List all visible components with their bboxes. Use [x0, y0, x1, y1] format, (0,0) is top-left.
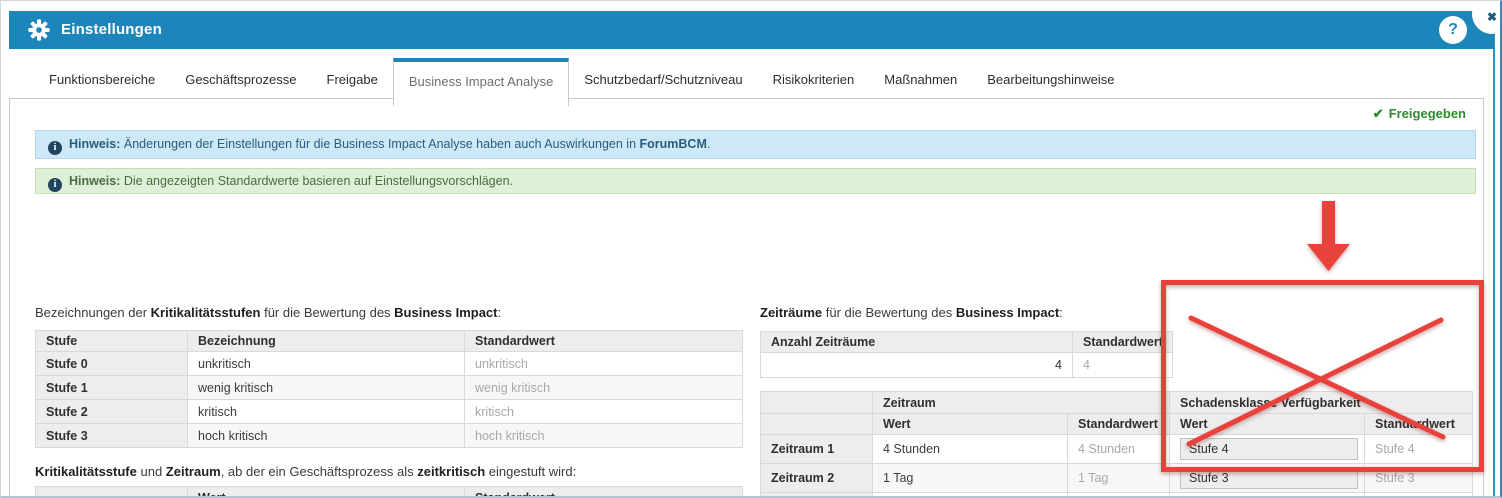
table-row: 4 4 [760, 352, 1173, 378]
info-icon: i [48, 178, 62, 192]
hint-text: Änderungen der Einstellungen für die Bus… [120, 137, 640, 151]
criticality-levels-table: Stufe Bezeichnung Standardwert Stufe 0 u… [35, 330, 743, 448]
column-header [35, 486, 188, 496]
section-title-zeitraeume: Zeiträume für die Bewertung des Business… [760, 305, 1063, 320]
tab-geschaeftsprozesse[interactable]: Geschäftsprozesse [185, 72, 297, 87]
help-button[interactable]: ? [1439, 16, 1467, 44]
tab-massnahmen[interactable]: Maßnahmen [884, 72, 958, 87]
tab-schutzbedarf-schutzniveau[interactable]: Schutzbedarf/Schutzniveau [584, 72, 743, 87]
period-count-table: Anzahl Zeiträume Standardwert 4 4 [760, 331, 1173, 378]
column-header: Standardwert [1066, 413, 1171, 435]
row-label: Stufe 3 [35, 423, 188, 448]
table-row: Stufe 2 kritisch kritisch [35, 399, 743, 424]
window-title: Einstellungen [61, 21, 162, 38]
default-value: hoch kritisch [464, 423, 743, 448]
bezeichnung-value[interactable]: hoch kritisch [187, 423, 465, 448]
group-header-zeitraum: Zeitraum [871, 391, 1171, 414]
bezeichnung-value[interactable]: unkritisch [187, 351, 465, 376]
column-header: Standardwert [1364, 413, 1474, 435]
periods-table: Zeitraum Schadensklasse Verfügbarkeit We… [760, 391, 1474, 496]
check-icon: ✔ [1372, 106, 1384, 121]
bezeichnung-value[interactable]: wenig kritisch [187, 375, 465, 400]
default-value: wenig kritisch [464, 375, 743, 400]
section-title-kritikalitaetsstufen: Bezeichnungen der Kritikalitätsstufen fü… [35, 305, 502, 320]
hint-text: Die angezeigten Standardwerte basieren a… [120, 174, 514, 188]
row-label: Zeitraum 3 [760, 492, 873, 496]
hint-bold-forumbcm: ForumBCM [639, 137, 707, 151]
empty-header [760, 391, 873, 414]
left-column: Bezeichnungen der Kritikalitätsstufen fü… [35, 296, 743, 496]
zeitraum-wert[interactable]: 4 Stunden [872, 434, 1068, 464]
column-header: Standardwert [1072, 331, 1173, 353]
time-critical-table: Wert Standardwert Stufe Stufe 2 bei Zeit… [35, 486, 743, 496]
column-header: Anzahl Zeiträume [760, 331, 1073, 353]
sk-wert-input-1[interactable] [1180, 438, 1359, 460]
column-header: Standardwert [464, 486, 743, 496]
default-value: unkritisch [464, 351, 743, 376]
table-row: Zeitraum 1 4 Stunden 4 Stunden Stufe 4 [760, 434, 1474, 464]
zeitraum-wert[interactable]: 1 Tag [872, 463, 1068, 493]
default-value: Stufe 2 [1364, 492, 1474, 496]
tab-bar: Funktionsbereiche Geschäftsprozesse Frei… [9, 58, 1483, 106]
default-value: 1 Tag [1066, 463, 1171, 493]
tab-bearbeitungshinweise[interactable]: Bearbeitungshinweise [987, 72, 1115, 87]
row-label: Stufe 0 [35, 351, 188, 376]
default-value: 2 Tage [1066, 492, 1171, 496]
question-icon: ? [1448, 21, 1458, 38]
row-label: Stufe 1 [35, 375, 188, 400]
row-label: Zeitraum 1 [760, 434, 873, 464]
default-value: 4 Stunden [1066, 434, 1171, 464]
tab-funktionsbereiche[interactable]: Funktionsbereiche [49, 72, 156, 87]
window-border-line [1493, 1, 1495, 496]
close-icon: ✖ [1486, 10, 1498, 24]
zeitraum-wert[interactable]: 2 Tage [872, 492, 1068, 496]
empty-header [760, 413, 873, 435]
column-header: Wert [187, 486, 465, 496]
table-row: Stufe 1 wenig kritisch wenig kritisch [35, 375, 743, 400]
released-label: Freigegeben [1388, 106, 1466, 121]
hint-suffix: . [706, 137, 711, 151]
default-value: Stufe 4 [1364, 434, 1474, 464]
table-row: Zeitraum 2 1 Tag 1 Tag Stufe 3 [760, 463, 1474, 493]
column-header: Stufe [35, 330, 188, 352]
column-header: Wert [872, 413, 1068, 435]
column-header: Standardwert [464, 330, 743, 352]
group-header-schadensklasse: Schadensklasse Verfügbarkeit [1169, 391, 1474, 414]
tab-business-impact-analyse[interactable]: Business Impact Analyse [392, 58, 570, 106]
content-panel: ✔ Freigegeben i Hinweis: Änderungen der Ei… [9, 98, 1484, 496]
column-header: Wert [1169, 413, 1366, 435]
default-value: Stufe 3 [1364, 463, 1474, 493]
section-title-zeitkritisch: Kritikalitätsstufe und Zeitraum, ab der … [35, 464, 577, 479]
column-header: Bezeichnung [187, 330, 465, 352]
hint-info-green: i Hinweis: Die angezeigten Standardwerte … [35, 168, 1476, 194]
tab-risikokriterien[interactable]: Risikokriterien [772, 72, 855, 87]
released-status: ✔ Freigegeben [1373, 106, 1466, 122]
bezeichnung-value[interactable]: kritisch [187, 399, 465, 424]
gear-icon [28, 19, 50, 46]
sk-wert-input-2[interactable] [1180, 467, 1359, 489]
hint-info-blue: i Hinweis: Änderungen der Einstellungen f… [35, 130, 1476, 159]
default-value: 4 [1072, 352, 1173, 378]
default-value: kritisch [464, 399, 743, 424]
table-row: Stufe 0 unkritisch unkritisch [35, 351, 743, 376]
info-icon: i [48, 141, 62, 155]
row-label: Stufe 2 [35, 399, 188, 424]
row-label: Zeitraum 2 [760, 463, 873, 493]
table-row: Zeitraum 3 2 Tage 2 Tage Stufe 2 [760, 492, 1474, 496]
period-count-value[interactable]: 4 [760, 352, 1073, 378]
tab-freigabe[interactable]: Freigabe [326, 72, 378, 87]
hint-prefix: Hinweis: [69, 174, 121, 188]
table-row: Stufe 3 hoch kritisch hoch kritisch [35, 423, 743, 448]
right-column: Zeiträume für die Bewertung des Business… [760, 296, 1474, 496]
titlebar: Einstellungen ? [9, 11, 1494, 49]
hint-prefix: Hinweis: [69, 137, 121, 151]
